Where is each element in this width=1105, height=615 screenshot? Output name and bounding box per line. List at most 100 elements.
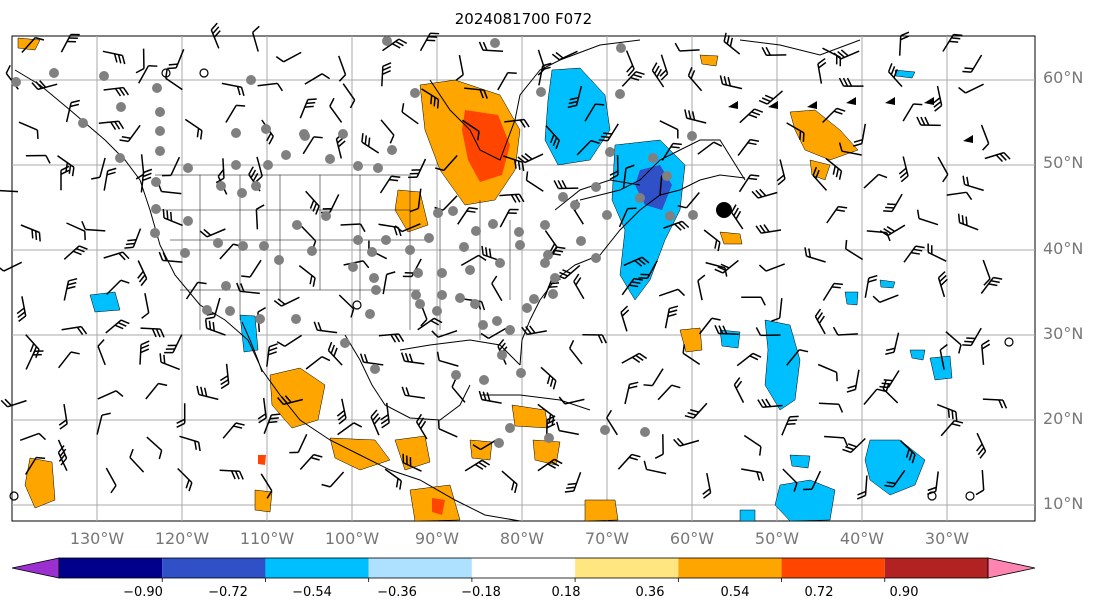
wind-barb [564,471,582,493]
wind-barb [464,87,488,99]
wind-barb [298,265,316,287]
wind-barb [802,470,822,491]
wind-barb [25,350,44,370]
wind-barb [103,167,117,191]
wind-barb [684,402,708,419]
lat-label-30: 30°N [1043,324,1084,343]
wind-barb [782,468,798,492]
wind-barb [758,90,783,105]
wind-barb [401,103,419,125]
wind-barb [434,154,458,172]
wind-barb [942,33,963,52]
wind-flag [885,97,895,105]
wind-barb [140,168,153,193]
station-dot [413,268,423,278]
wind-barb [103,86,130,97]
wind-barb [882,380,899,404]
colorbar-segment [781,558,885,578]
station-dot [216,181,226,191]
wind-barb [761,46,787,56]
wind-barb [719,75,743,90]
wind-barb [916,209,939,226]
station-dot [382,36,392,46]
colorbar-segment [575,558,679,578]
wind-barb [624,381,639,405]
wind-barb [436,351,459,367]
wind-barb [140,327,165,338]
wind-barb [273,296,300,307]
wind-barb [879,224,906,237]
station-dot [605,147,615,157]
wind-barb [199,228,226,238]
wind-barb [545,125,560,150]
wind-barb [437,419,458,438]
station-dot [548,289,558,299]
wind-barb [0,189,19,193]
wind-barb [739,108,764,124]
wind-barb [478,41,504,52]
colorbar-segment [59,558,163,578]
station-dot [202,305,212,315]
wind-barb [714,259,739,274]
station-dot [471,226,481,236]
station-dot [246,75,256,85]
wind-barb [359,353,384,366]
wind-barb [219,363,230,390]
wind-barb [158,251,183,263]
wind-barb [677,192,700,209]
wind-barb [20,224,41,242]
wind-barb [738,174,760,193]
station-dot [576,236,586,246]
wind-barb [814,308,826,335]
wind-barb [733,377,745,403]
station-dots [11,36,698,448]
wind-barb [103,251,130,261]
wind-barb [916,116,941,127]
lon-label-110: 110°W [239,529,295,548]
station-dot [465,265,475,275]
wind-barb [480,327,507,340]
wind-barb [620,305,630,332]
wind-barb [521,325,547,336]
colorbar-label: −0.90 [123,585,163,600]
wind-barb [663,220,690,231]
wind-barb [97,339,106,366]
wind-barb [184,118,203,140]
wind-flag [768,101,778,109]
wind-barb [937,271,948,298]
station-dot [432,306,442,316]
wind-barb [63,277,78,301]
wind-barb [757,398,783,408]
station-dot [602,210,612,220]
wind-barb [687,67,703,92]
station-dot [591,182,601,192]
wind-barb [225,104,246,123]
lon-label-80: 80°W [499,529,545,548]
wind-barb [105,319,130,334]
wind-barb [336,398,347,425]
station-dot [221,281,231,291]
station-dot [338,129,348,139]
wind-barb [263,413,281,434]
wind-barb [497,71,517,91]
wind-barb [702,472,712,499]
wind-barb [902,103,923,122]
station-dot [522,303,532,313]
wind-barb [58,351,80,369]
wind-barb [379,175,401,194]
station-dot [292,220,302,230]
station-dot [437,268,447,278]
wind-barb [321,471,345,488]
wind-barb [786,349,809,366]
colorbar-segment [265,558,369,578]
storm-center-marker [716,202,732,218]
open-circle-markers [9,68,1014,501]
station-dot [516,368,526,378]
wind-barb [499,208,519,228]
station-dot [455,293,465,303]
station-dot [415,299,425,309]
wind-barb [91,157,106,180]
wind-barb [853,123,867,147]
wind-barb [884,469,906,488]
wind-barb [381,62,392,87]
